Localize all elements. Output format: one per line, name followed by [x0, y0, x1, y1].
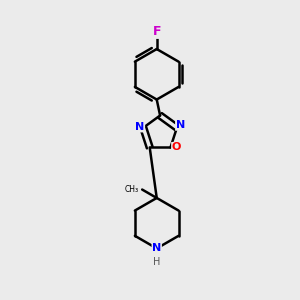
Text: F: F: [152, 25, 161, 38]
Text: H: H: [153, 257, 160, 267]
Text: CH₃: CH₃: [125, 185, 139, 194]
Text: N: N: [152, 243, 161, 254]
Text: O: O: [172, 142, 181, 152]
Text: N: N: [176, 120, 185, 130]
Text: N: N: [135, 122, 145, 132]
